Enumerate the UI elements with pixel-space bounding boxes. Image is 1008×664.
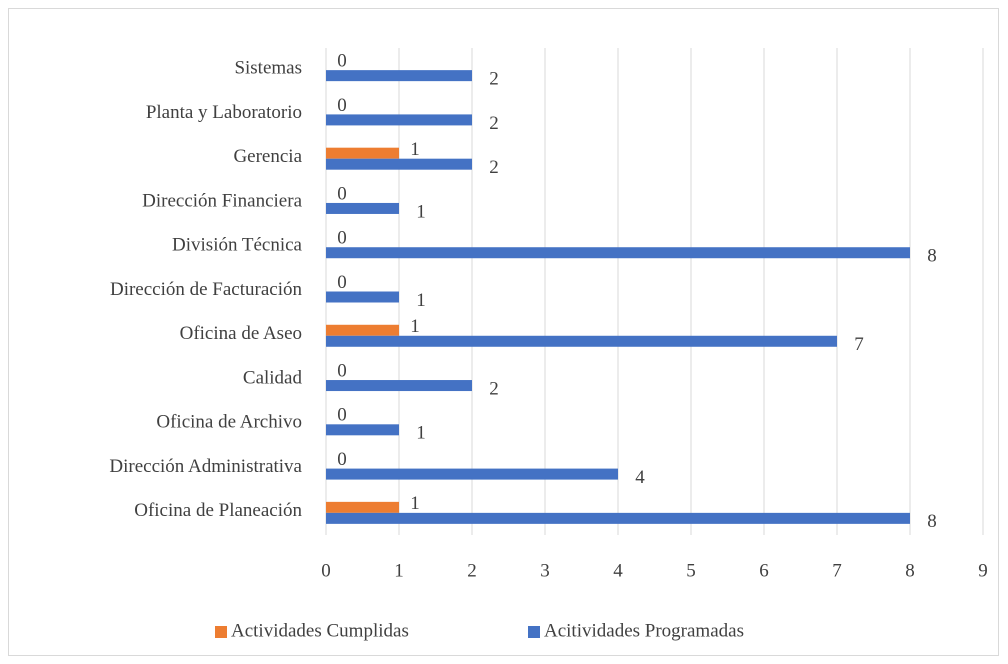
bar <box>326 247 910 259</box>
y-tick-label: Oficina de Aseo <box>180 323 302 344</box>
bar <box>326 380 472 392</box>
data-label: 0 <box>337 405 347 426</box>
data-label: 0 <box>337 360 347 381</box>
bar <box>326 501 399 513</box>
data-label: 0 <box>337 228 347 249</box>
x-tick-label: 3 <box>540 560 550 581</box>
data-label: 2 <box>489 68 499 89</box>
bar <box>326 512 910 524</box>
legend-label: Actividades Cumplidas <box>231 620 409 641</box>
x-tick-label: 9 <box>978 560 988 581</box>
x-tick-label: 8 <box>905 560 915 581</box>
y-tick-label: Dirección de Facturación <box>110 279 303 300</box>
y-tick-label: Oficina de Planeación <box>134 500 302 521</box>
data-label: 0 <box>337 95 347 116</box>
data-label: 0 <box>337 50 347 71</box>
x-tick-label: 2 <box>467 560 477 581</box>
chart-border <box>8 8 999 656</box>
bar <box>326 424 399 436</box>
y-tick-label: Dirección Financiera <box>142 190 302 211</box>
y-tick-label: División Técnica <box>172 235 303 256</box>
bar <box>326 70 472 82</box>
legend-label: Acitividades Programadas <box>544 620 744 641</box>
data-label: 4 <box>635 467 645 488</box>
data-label: 8 <box>927 511 937 532</box>
y-tick-label: Planta y Laboratorio <box>146 102 302 123</box>
data-label: 7 <box>854 334 864 355</box>
data-label: 1 <box>416 201 426 222</box>
y-tick-label: Gerencia <box>233 146 302 167</box>
y-tick-label: Calidad <box>243 367 303 388</box>
bar <box>326 114 472 126</box>
data-label: 1 <box>410 316 420 337</box>
data-label: 0 <box>337 449 347 470</box>
bar <box>326 202 399 214</box>
data-label: 2 <box>489 157 499 178</box>
data-label: 1 <box>410 139 420 160</box>
bar <box>326 335 837 347</box>
y-tick-label: Oficina de Archivo <box>156 412 302 433</box>
data-label: 2 <box>489 113 499 134</box>
bar <box>326 324 399 336</box>
x-tick-label: 4 <box>613 560 623 581</box>
legend-swatch <box>528 626 540 638</box>
data-label: 1 <box>416 290 426 311</box>
x-tick-label: 5 <box>686 560 696 581</box>
data-label: 1 <box>410 493 420 514</box>
x-tick-label: 7 <box>832 560 842 581</box>
x-tick-label: 0 <box>321 560 331 581</box>
y-tick-label: Sistemas <box>234 57 302 78</box>
data-label: 0 <box>337 272 347 293</box>
bar <box>326 291 399 303</box>
bar <box>326 147 399 159</box>
x-tick-label: 1 <box>394 560 404 581</box>
bar <box>326 158 472 170</box>
data-label: 1 <box>416 423 426 444</box>
legend-swatch <box>215 626 227 638</box>
x-tick-label: 6 <box>759 560 769 581</box>
bar <box>326 468 618 480</box>
y-tick-label: Dirección Administrativa <box>109 456 302 477</box>
data-label: 8 <box>927 246 937 267</box>
data-label: 2 <box>489 378 499 399</box>
data-label: 0 <box>337 183 347 204</box>
